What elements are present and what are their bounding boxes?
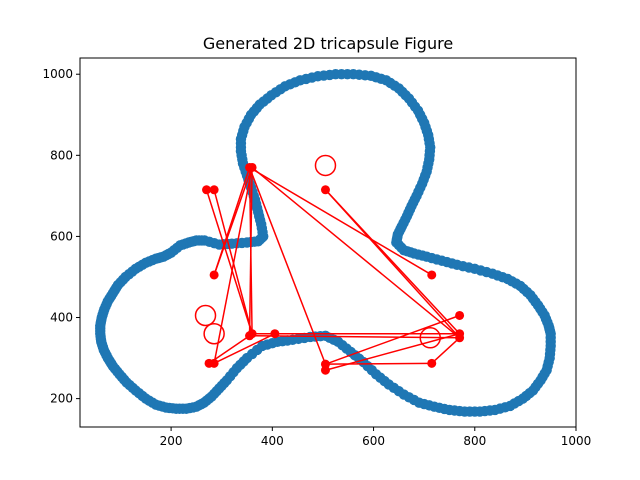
y-axis: 200 400 600 800 1000: [42, 67, 80, 406]
y-tick-label: 600: [50, 229, 73, 243]
graph-edges: [205, 166, 461, 371]
graph-node: [320, 365, 330, 375]
graph-node: [209, 270, 219, 280]
graph-edge: [251, 166, 461, 339]
graph-node: [247, 162, 257, 172]
graph-node: [209, 358, 219, 368]
ring-marker: [203, 322, 225, 345]
y-tick-label: 1000: [42, 67, 73, 81]
graph-edge: [325, 362, 432, 365]
graph-edge: [325, 314, 460, 365]
x-tick-label: 400: [261, 434, 284, 448]
graph-node: [427, 358, 437, 368]
graph-edge: [324, 189, 461, 339]
plot-area: [95, 69, 556, 417]
ring-marker: [194, 304, 217, 327]
graph-node: [270, 329, 280, 339]
graph-edge: [213, 167, 253, 276]
graph-node: [209, 185, 219, 195]
graph-edge: [213, 167, 253, 364]
x-tick-label: 800: [463, 434, 486, 448]
graph-edge: [248, 167, 253, 336]
y-tick-label: 800: [50, 148, 73, 162]
graph-node: [455, 310, 465, 320]
graph-edge: [249, 166, 433, 276]
y-tick-label: 200: [50, 392, 73, 406]
ring-marker: [314, 154, 337, 177]
graph-edge: [431, 337, 461, 364]
x-tick-label: 1000: [561, 434, 592, 448]
graph-edge: [213, 333, 276, 365]
graph-node: [320, 185, 330, 195]
chart-title: Generated 2D tricapsule Figure: [203, 34, 453, 53]
outline-series: [95, 69, 556, 417]
x-tick-label: 600: [362, 434, 385, 448]
graph-node: [202, 185, 212, 195]
y-tick-label: 400: [50, 311, 73, 325]
graph-edge: [248, 167, 327, 365]
ring-markers: [194, 154, 441, 349]
x-axis: 200 400 600 800 1000: [160, 427, 592, 448]
graph-node: [245, 331, 255, 341]
ring-marker: [419, 327, 441, 349]
graph-node: [455, 333, 465, 343]
axes-frame: [79, 57, 577, 428]
x-tick-label: 200: [160, 434, 183, 448]
outline-point: [204, 236, 215, 248]
graph-nodes: [202, 162, 465, 375]
graph-edge: [249, 335, 460, 339]
graph-edge: [208, 335, 250, 364]
graph-edge: [205, 189, 253, 334]
graph-node: [427, 270, 437, 280]
